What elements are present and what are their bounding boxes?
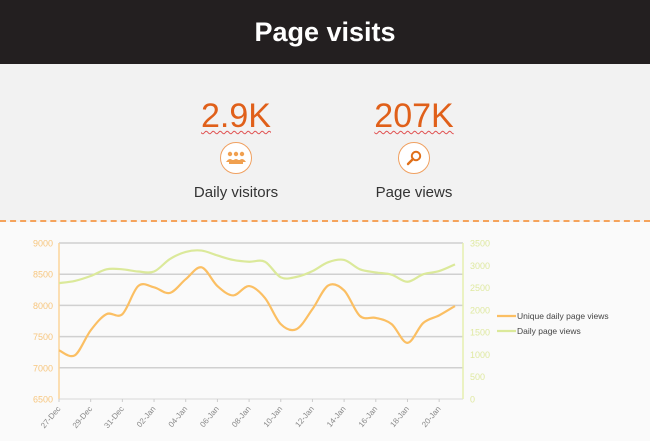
y-right-tick-label: 2500 [470,283,490,293]
page-title: Page visits [254,16,396,47]
x-tick-label: 12-Jan [293,405,316,430]
x-tick-label: 18-Jan [388,405,411,430]
x-tick-label: 08-Jan [230,405,253,430]
y-left-tick-label: 9000 [33,239,53,249]
y-right-tick-label: 3000 [470,261,490,271]
y-left-tick-label: 6500 [33,395,53,405]
y-left-tick-label: 8000 [33,301,53,311]
stat-label: Daily visitors [193,184,279,201]
legend-label: Unique daily page views [517,311,609,321]
stat-value: 2.9K [201,97,271,135]
x-tick-label: 10-Jan [262,405,285,430]
stat-label: Page views [375,184,453,201]
magnifier-icon [398,142,430,174]
x-tick-label: 27-Dec [39,405,62,431]
header: Page visits [0,0,650,64]
y-right-tick-label: 500 [470,372,485,382]
stat-value: 207K [374,97,454,135]
users-icon [220,142,252,174]
stat-daily-visitors: 2.9K Daily visitors [136,98,336,201]
series-line-unique-daily-page-views [58,266,456,358]
x-tick-label: 14-Jan [325,405,348,430]
y-right-tick-label: 3500 [470,239,490,249]
x-tick-label: 06-Jan [198,405,221,430]
y-right-tick-label: 1500 [470,328,490,338]
legend-label: Daily page views [517,326,581,336]
y-left-tick-label: 7000 [33,363,53,373]
x-tick-label: 02-Jan [135,405,158,430]
x-tick-label: 20-Jan [420,405,443,430]
y-left-tick-label: 8500 [33,270,53,280]
y-right-tick-label: 0 [470,395,475,405]
series-line-daily-page-views [58,249,456,285]
stats-panel: 2.9K Daily visitors 207K Page views [0,64,650,222]
y-right-tick-label: 2000 [470,305,490,315]
x-tick-label: 04-Jan [167,405,190,430]
x-tick-label: 29-Dec [71,405,94,431]
x-tick-label: 16-Jan [357,405,380,430]
y-right-tick-label: 1000 [470,350,490,360]
x-tick-label: 31-Dec [102,405,125,431]
stat-page-views: 207K Page views [314,98,514,201]
line-chart: 9000 8500 8000 7500 7000 6500 3500 3000 2500 2000… [33,239,609,431]
y-left-tick-label: 7500 [33,332,53,342]
